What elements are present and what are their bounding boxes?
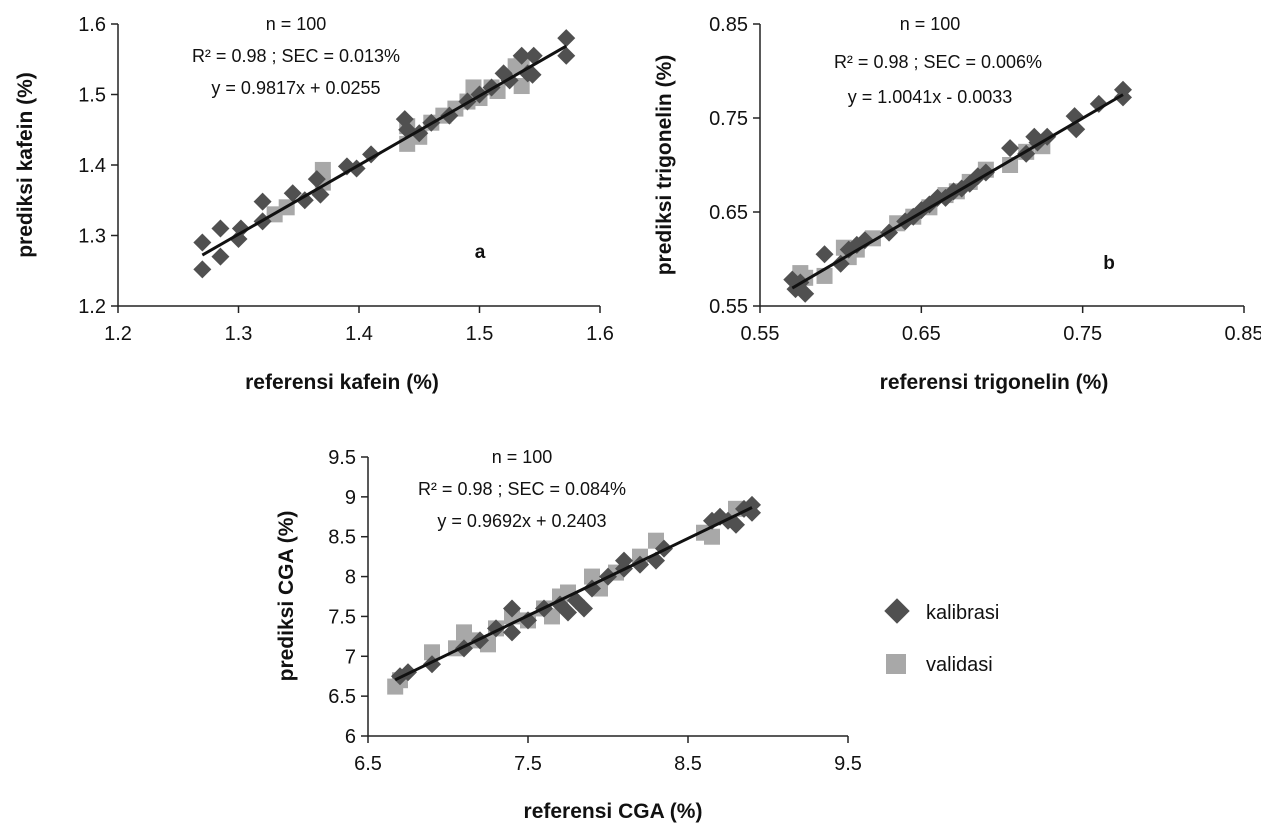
legend: kalibrasi validasi [884,598,999,676]
panel-tag-b: b [1103,253,1115,274]
x-tick-label: 8.5 [674,753,702,775]
y-tick-label: 1.3 [78,226,106,248]
x-tick-label: 7.5 [514,753,542,775]
point-kalibrasi [512,46,531,65]
regression-line [394,506,753,682]
annotation-equation: y = 1.0041x - 0.0033 [848,87,1013,107]
annotation-equation: y = 0.9817x + 0.0255 [211,78,380,98]
y-tick-label: 9.5 [328,447,356,469]
y-tick-label: 6.5 [328,686,356,708]
legend-marker-validasi [886,654,906,674]
point-kalibrasi [575,599,593,618]
point-kalibrasi [283,184,302,203]
point-kalibrasi [211,219,230,238]
y-tick-label: 1.6 [78,14,106,36]
annotation-n: n = 100 [900,14,961,34]
point-kalibrasi [193,233,212,252]
x-tick-label: 9.5 [834,753,862,775]
annotation-n: n = 100 [492,447,553,467]
y-tick-label: 1.2 [78,296,106,318]
point-kalibrasi [796,284,815,303]
x-axis-label: referensi trigonelin (%) [880,371,1109,394]
annotation-equation: y = 0.9692x + 0.2403 [437,511,606,531]
point-kalibrasi [831,254,850,273]
annotation-n: n = 100 [266,14,327,34]
x-tick-label: 0.55 [741,323,780,345]
annotation-r2-sec: R² = 0.98 ; SEC = 0.013% [192,46,400,66]
x-tick-label: 1.6 [586,323,614,345]
point-validasi [704,528,720,545]
regression-line [791,93,1124,290]
point-kalibrasi [307,170,326,189]
chart-panel-cga: n = 100 R² = 0.98 ; SEC = 0.084% y = 0.9… [275,447,862,823]
point-kalibrasi [727,515,745,534]
x-tick-label: 1.4 [345,323,373,345]
point-kalibrasi [193,260,212,279]
point-validasi [513,78,530,95]
annotation-r2-sec: R² = 0.98 ; SEC = 0.084% [418,479,626,499]
x-tick-label: 6.5 [354,753,382,775]
x-tick-label: 0.65 [902,323,941,345]
y-tick-label: 0.55 [709,296,748,318]
chart-panel-a: n = 100 R² = 0.98 ; SEC = 0.013% y = 0.9… [14,14,614,394]
point-kalibrasi [503,623,521,642]
regression-line [201,44,568,257]
point-kalibrasi [557,29,576,48]
y-axis-label: prediksi trigonelin (%) [653,55,676,276]
point-kalibrasi [1001,139,1020,158]
point-kalibrasi [815,245,834,264]
point-kalibrasi [503,599,521,618]
y-tick-label: 1.5 [78,85,106,107]
y-axis-label: prediksi CGA (%) [275,511,298,682]
point-kalibrasi [1089,94,1108,113]
legend-label-validasi: validasi [926,654,993,676]
x-axis-label: referensi kafein (%) [245,371,439,394]
point-kalibrasi [295,191,314,210]
point-kalibrasi [615,551,633,570]
point-kalibrasi [524,46,543,65]
point-kalibrasi [559,603,577,622]
point-validasi [1002,157,1019,173]
y-tick-label: 8.5 [328,527,356,549]
point-validasi [424,644,440,661]
y-tick-label: 6 [345,726,356,748]
chart-panel-b: n = 100 R² = 0.98 ; SEC = 0.006% y = 1.0… [653,14,1261,394]
y-tick-label: 9 [345,487,356,509]
point-kalibrasi [211,247,230,266]
point-kalibrasi [557,46,576,65]
y-tick-label: 7.5 [328,606,356,628]
point-kalibrasi [410,124,429,143]
point-kalibrasi [253,192,272,211]
legend-marker-kalibrasi [884,598,910,624]
point-kalibrasi [1114,88,1132,107]
y-tick-label: 0.75 [709,108,748,130]
x-tick-label: 0.85 [1225,323,1261,345]
y-tick-label: 0.65 [709,202,748,224]
y-axis-label: prediksi kafein (%) [14,72,37,258]
y-tick-label: 7 [345,646,356,668]
x-tick-label: 1.3 [225,323,253,345]
x-tick-label: 0.75 [1063,323,1102,345]
point-kalibrasi [231,219,250,238]
annotation-r2-sec: R² = 0.98 ; SEC = 0.006% [834,52,1042,72]
y-tick-label: 0.85 [709,14,748,36]
legend-label-kalibrasi: kalibrasi [926,602,999,624]
point-kalibrasi [519,611,537,630]
y-tick-label: 8 [345,567,356,589]
x-axis-label: referensi CGA (%) [524,800,703,823]
x-tick-label: 1.5 [466,323,494,345]
point-kalibrasi [523,65,542,84]
point-kalibrasi [362,145,381,164]
x-tick-label: 1.2 [104,323,132,345]
panel-tag-a: a [475,242,486,263]
y-tick-label: 1.4 [78,155,106,177]
